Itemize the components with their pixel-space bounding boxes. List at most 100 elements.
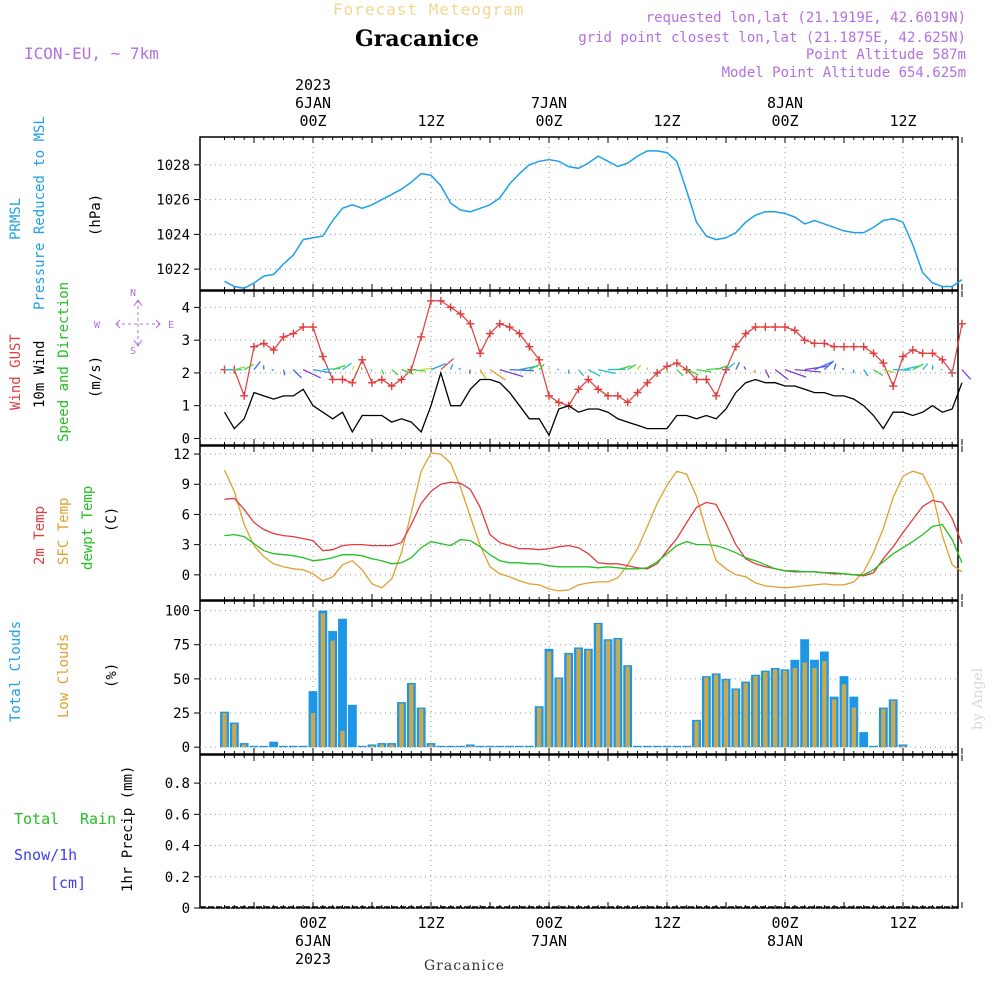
- compass-e: E: [168, 320, 175, 331]
- ytick-label: 2: [182, 366, 190, 382]
- ytick-label: 1: [182, 399, 190, 415]
- bottom-time-label: 7JAN: [530, 932, 568, 950]
- gust-point: [427, 296, 435, 305]
- low-cloud-bar: [418, 708, 424, 748]
- wind-arrow: [922, 363, 929, 371]
- wind-arrow: [902, 365, 920, 371]
- low-cloud-bar: [546, 651, 552, 748]
- total-cloud-bar: [269, 741, 279, 748]
- low-cloud-bar: [812, 667, 817, 748]
- top-time-label: 7JAN: [530, 94, 568, 112]
- wind-arrow: [499, 369, 524, 378]
- total-cloud-bar: [662, 745, 672, 748]
- gust-point: [643, 378, 652, 387]
- wind-arrow: [666, 369, 669, 373]
- low-cloud-bar: [379, 744, 385, 748]
- gust-point: [790, 326, 799, 335]
- low-cloud-bar: [831, 699, 837, 748]
- bottom-time-label: 8JAN: [766, 932, 804, 950]
- bottom-time-label: 12Z: [889, 914, 917, 932]
- gust-point: [584, 375, 593, 384]
- gust-point: [741, 329, 750, 338]
- wind-arrow: [282, 369, 286, 376]
- low-cloud-bar: [605, 640, 611, 748]
- wind-arrow: [823, 360, 835, 371]
- gust-point: [908, 345, 917, 354]
- wind-arrow: [655, 369, 658, 371]
- precip-cm-label: [cm]: [50, 874, 87, 892]
- low-cloud-bar: [409, 684, 414, 748]
- wind-arrow: [696, 368, 712, 373]
- low-cloud-bar: [890, 700, 896, 748]
- top-time-label: 00Z: [535, 112, 563, 130]
- wind-arrow: [863, 369, 869, 377]
- gust-point: [849, 342, 858, 351]
- wind-arrow: [814, 361, 833, 371]
- wind-arrow: [479, 369, 487, 380]
- low-cloud-bar: [241, 744, 247, 748]
- precip-rain-label: Rain: [80, 810, 117, 828]
- gust-point: [761, 323, 770, 332]
- wind-arrow: [686, 369, 699, 376]
- low-cloud-bar: [330, 640, 335, 748]
- gust-point: [545, 391, 553, 400]
- ytick-label: 6: [182, 507, 190, 523]
- gust-line: [224, 300, 963, 407]
- gust-point: [830, 342, 839, 351]
- requested-coords: requested lon,lat (21.1919E, 42.6019N): [645, 10, 966, 26]
- wind-arrow: [588, 369, 601, 377]
- total-cloud-bar: [524, 745, 534, 748]
- low-cloud-bar: [723, 680, 729, 748]
- total-cloud-bar: [859, 732, 869, 748]
- panel-frame-2: [199, 445, 959, 601]
- bottom-time-label: 00Z: [771, 914, 799, 932]
- low-cloud-bar: [556, 678, 562, 748]
- wind-arrow: [302, 369, 321, 379]
- low-cloud-bar: [743, 682, 748, 748]
- gust-point: [810, 339, 819, 348]
- wind-arrow: [715, 364, 729, 371]
- gust-point: [338, 375, 347, 384]
- total-cloud-bar: [642, 745, 652, 748]
- wind-arrow: [489, 369, 506, 381]
- low-cloud-bar: [625, 666, 630, 748]
- gust-point: [348, 378, 357, 387]
- low-cloud-bar: [782, 670, 788, 748]
- ytick-label: 25: [173, 706, 190, 722]
- gust-point: [899, 352, 907, 361]
- wind-arrow: [458, 367, 461, 371]
- ytick-label: 100: [165, 604, 190, 620]
- gust-point: [633, 388, 642, 397]
- low-cloud-bar: [310, 713, 316, 748]
- total-cloud-bar: [436, 745, 446, 748]
- gust-point: [623, 398, 632, 407]
- gust-point: [938, 355, 947, 364]
- total-cloud-bar: [495, 745, 505, 748]
- wind-arrow: [852, 369, 855, 374]
- wind-arrow: [529, 363, 540, 371]
- gust-point: [387, 382, 396, 391]
- point-altitude: Point Altitude 587m: [805, 47, 966, 63]
- gust-point: [702, 375, 711, 384]
- low-cloud-bar: [222, 713, 227, 748]
- top-time-label: 12Z: [889, 112, 917, 130]
- ytick-label: 1024: [156, 227, 190, 243]
- gust-point: [918, 349, 927, 358]
- wind-arrow: [912, 363, 924, 371]
- low-cloud-bar: [468, 745, 473, 748]
- wind-arrow: [342, 362, 352, 371]
- pressure-line: [224, 150, 963, 290]
- top-time-label: 00Z: [299, 112, 327, 130]
- total-cloud-bar: [347, 704, 357, 748]
- panel-frame-0: [199, 136, 959, 291]
- gust-point: [495, 319, 504, 328]
- low-cloud-bar: [536, 707, 542, 748]
- wind-arrow: [440, 357, 455, 371]
- precip-snow-label: Snow/1h: [14, 846, 78, 864]
- panel-frame-4: [199, 754, 959, 909]
- gust-point: [476, 349, 485, 358]
- wind-arrow: [784, 369, 807, 378]
- gust-point: [574, 385, 583, 394]
- gust-point: [889, 382, 898, 391]
- low-cloud-bar: [713, 674, 719, 748]
